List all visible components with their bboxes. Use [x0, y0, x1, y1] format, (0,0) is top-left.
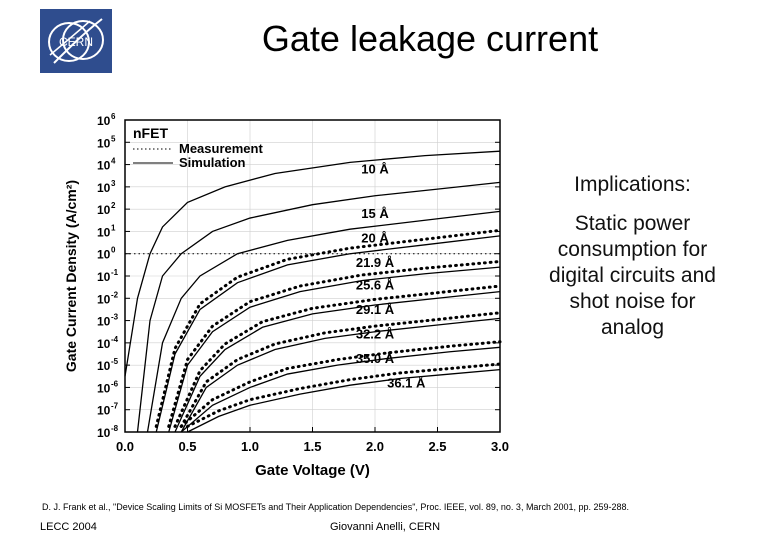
- series-line: [187, 368, 501, 433]
- series-label: 21.9 Å: [356, 255, 395, 270]
- y-tick-label: 10: [97, 337, 111, 351]
- series-measurement: [167, 260, 502, 428]
- y-tick-exponent: 1: [111, 223, 116, 232]
- y-tick-exponent: 6: [111, 112, 116, 121]
- series-label: 32.2 Å: [356, 326, 395, 341]
- x-axis-label: Gate Voltage (V): [255, 462, 370, 479]
- y-tick-exponent: -3: [111, 313, 119, 322]
- y-tick-exponent: 0: [111, 246, 116, 255]
- series-label: 15 Å: [361, 206, 389, 221]
- series-label: 10 Å: [361, 161, 389, 176]
- x-tick-label: 0.5: [178, 439, 196, 454]
- series-line: [168, 266, 501, 433]
- series-measurement: [173, 284, 502, 428]
- x-tick-label: 2.0: [366, 439, 384, 454]
- series-measurement: [179, 311, 502, 428]
- series-line: [124, 150, 501, 377]
- y-tick-exponent: 2: [111, 201, 116, 210]
- series-label: 29.1 Å: [356, 302, 395, 317]
- y-tick-label: 10: [97, 292, 111, 306]
- series-line: [180, 317, 501, 433]
- logo-text: CERN: [59, 35, 93, 49]
- gate-leakage-chart: 10 6 10 5 10 4 10 3 10 2 10 1 10 0 10 -1 10 -2 10 -3 10 -4 10-…: [60, 100, 530, 490]
- implications-text: Static power consumption for digital cir…: [549, 212, 716, 339]
- y-tick-label: 10: [97, 159, 111, 173]
- y-tick-exponent: -7: [111, 402, 119, 411]
- y-tick-exponent: 5: [111, 134, 116, 143]
- y-tick-exponent: -4: [111, 335, 119, 344]
- series-line: [136, 181, 501, 433]
- x-tick-label: 0.0: [116, 439, 134, 454]
- series-label: 25.6 Å: [356, 277, 395, 292]
- footer-event: LECC 2004: [40, 521, 97, 533]
- implications-heading: Implications:: [574, 173, 691, 196]
- y-tick-exponent: -1: [111, 268, 119, 277]
- y-tick-label: 10: [97, 381, 111, 395]
- implications-box: Implications: Static power consumption f…: [540, 172, 725, 340]
- y-tick-label: 10: [97, 270, 111, 284]
- series-line: [174, 290, 501, 433]
- series-label: 20 Å: [361, 231, 389, 246]
- series-measurement: [186, 362, 502, 428]
- series-measurement: [179, 340, 502, 428]
- y-tick-label: 10: [97, 315, 111, 329]
- y-tick-label: 10: [97, 203, 111, 217]
- y-tick-exponent: 4: [111, 157, 116, 166]
- y-tick-exponent: -8: [111, 424, 119, 433]
- y-tick-label: 10: [97, 225, 111, 239]
- y-tick-exponent: -5: [111, 357, 119, 366]
- x-tick-label: 1.0: [241, 439, 259, 454]
- series-line: [146, 210, 501, 433]
- series-line: [155, 235, 501, 433]
- series-measurement: [154, 228, 502, 428]
- y-tick-label: 10: [97, 114, 111, 128]
- legend-label: Simulation: [179, 155, 246, 170]
- cern-logo: CERN: [40, 9, 112, 73]
- y-tick-label: 10: [97, 404, 111, 418]
- y-tick-exponent: 3: [111, 179, 116, 188]
- series-line: [180, 346, 501, 433]
- y-tick-label: 10: [97, 359, 111, 373]
- x-tick-label: 2.5: [428, 439, 446, 454]
- legend-label: Measurement: [179, 141, 263, 156]
- y-tick-label: 10: [97, 181, 111, 195]
- page-title: Gate leakage current: [261, 18, 599, 59]
- citation: D. J. Frank et al., "Device Scaling Limi…: [42, 502, 630, 512]
- y-tick-label: 10: [97, 248, 111, 262]
- y-tick-label: 10: [97, 136, 111, 150]
- y-tick-exponent: -6: [111, 379, 119, 388]
- footer-author: Giovanni Anelli, CERN: [330, 521, 441, 533]
- series-label: 36.1 Å: [387, 375, 426, 390]
- x-tick-label: 3.0: [491, 439, 509, 454]
- y-tick-exponent: -2: [111, 290, 119, 299]
- x-tick-label: 1.5: [303, 439, 321, 454]
- y-axis-label: Gate Current Density (A/cm²): [63, 180, 79, 372]
- annotation-nfet: nFET: [133, 125, 168, 141]
- cern-logo-icon: CERN: [40, 9, 112, 73]
- y-tick-label: 10: [97, 426, 111, 440]
- series-label: 35.0 Å: [356, 351, 395, 366]
